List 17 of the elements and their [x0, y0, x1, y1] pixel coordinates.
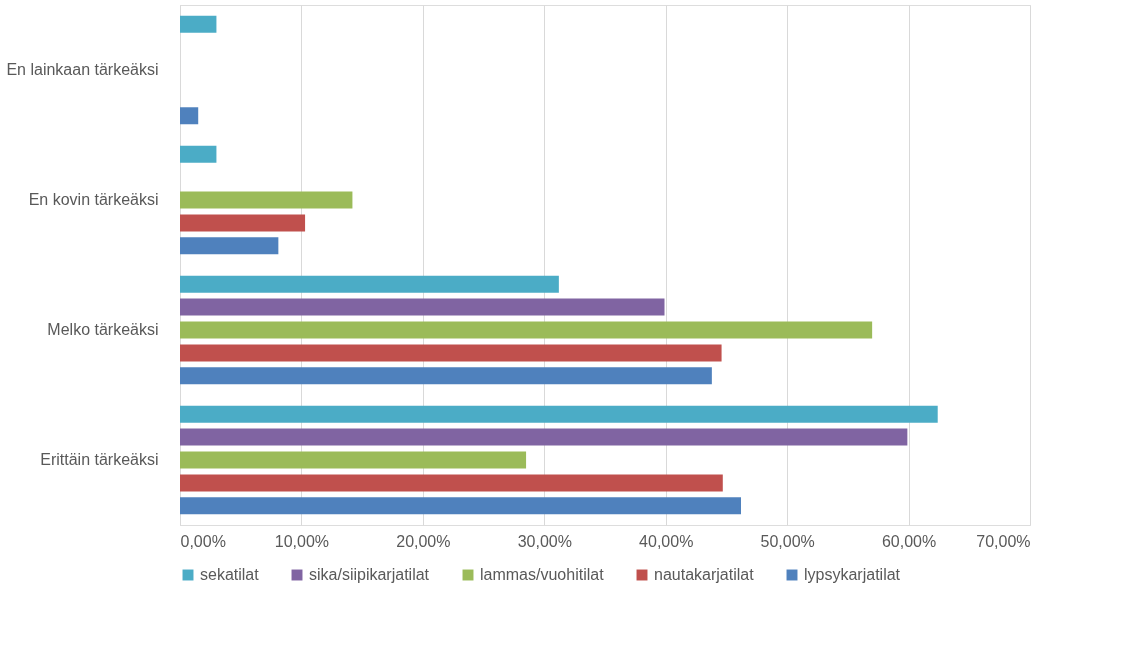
x-tick-label: 0,00%: [180, 532, 226, 550]
y-tick-label: En kovin tärkeäksi: [28, 191, 159, 208]
legend-label: sika/siipikarjatilat: [309, 566, 430, 583]
x-tick-label: 30,00%: [517, 532, 572, 550]
legend-label: sekatilat: [200, 566, 260, 583]
x-tick-label: 40,00%: [639, 532, 694, 550]
y-tick-label: Melko tärkeäksi: [47, 321, 159, 338]
y-tick-label: Erittäin tärkeäksi: [40, 451, 159, 468]
x-tick-label: 20,00%: [396, 532, 451, 550]
x-tick-label: 10,00%: [274, 532, 330, 550]
legend-label: lammas/vuohitilat: [480, 566, 605, 583]
legend-label: nautakarjatilat: [654, 566, 755, 583]
legend-label: lypsykarjatilat: [804, 566, 901, 583]
x-tick-label: 60,00%: [881, 532, 937, 550]
x-tick-label: 50,00%: [760, 532, 815, 550]
x-tick-label: 70,00%: [976, 532, 1031, 550]
y-tick-label: En lainkaan tärkeäksi: [6, 61, 159, 78]
